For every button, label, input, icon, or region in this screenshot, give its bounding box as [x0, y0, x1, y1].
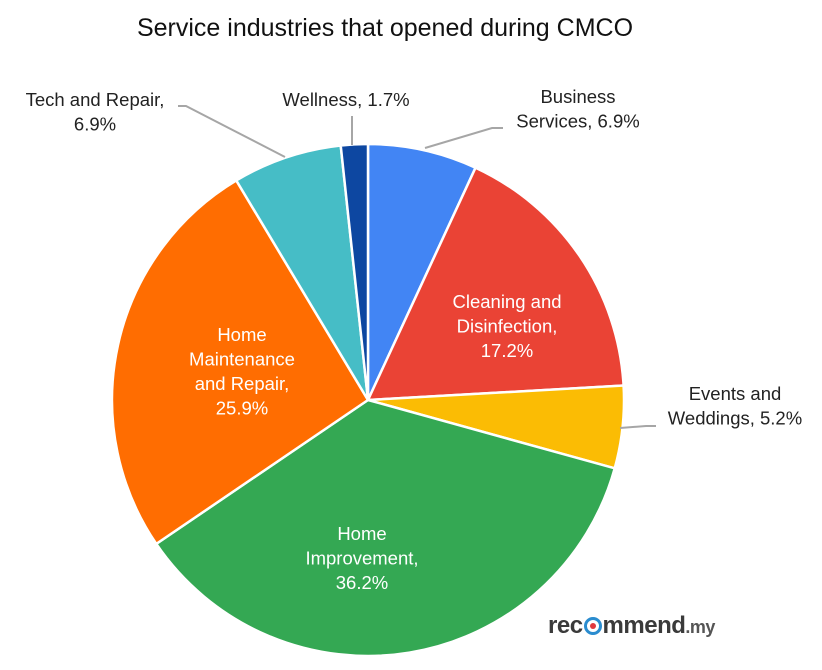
slice-label-line: Events and [689, 383, 782, 404]
logo-pin-icon [583, 617, 602, 635]
leader-line-events-and-weddings [619, 425, 656, 429]
chart-title: Service industries that opened during CM… [136, 14, 634, 42]
slice-label-line: 17.2% [481, 340, 533, 361]
slice-label-line: and Repair, [195, 373, 290, 394]
slice-label-line: Wellness, 1.7% [282, 89, 409, 110]
slice-label-line: 36.2% [336, 572, 388, 593]
slice-label-business-services: Business Services, 6.9% [516, 86, 639, 132]
slice-label-events-and-weddings: Events and Weddings, 5.2% [668, 383, 802, 429]
slice-label-line: Tech and Repair, [26, 89, 165, 110]
logo-text-rest: mmend [602, 612, 686, 639]
slice-label-line: Improvement, [305, 548, 418, 569]
logo-suffix: .my [685, 617, 715, 637]
pie-slice-home-maintenance-and-repair [110, 178, 370, 546]
pie-slice-cleaning-and-disinfection [365, 166, 625, 402]
slice-label-home-improvement: Home Improvement, 36.2% [305, 523, 418, 593]
slice-label-wellness: Wellness, 1.7% [282, 89, 409, 110]
leader-line-tech-and-repair [178, 105, 286, 158]
slice-label-line: 6.9% [74, 114, 116, 135]
pie-slice-home-improvement [154, 398, 617, 658]
slice-label-line: Disinfection, [457, 316, 558, 337]
slice-label-cleaning-and-disinfection: Cleaning and Disinfection, 17.2% [452, 291, 561, 361]
slice-label-line: Business [540, 86, 615, 107]
slice-label-line: Services, 6.9% [516, 111, 639, 132]
pie-slice-wellness [339, 142, 370, 401]
slice-label-line: Maintenance [189, 349, 295, 370]
slice-label-line: Weddings, 5.2% [668, 408, 802, 429]
slice-label-tech-and-repair: Tech and Repair, 6.9% [26, 89, 165, 135]
slice-label-line: Home [217, 324, 266, 345]
slice-label-line: Home [337, 523, 386, 544]
recommend-logo: rec mmend.my [548, 612, 715, 640]
slice-label-line: Cleaning and [452, 291, 561, 312]
pie-slice-business-services [366, 142, 478, 401]
pie-slice-tech-and-repair [234, 144, 370, 401]
slice-label-line: 25.9% [216, 398, 268, 419]
logo-text-start: rec [548, 612, 583, 639]
leader-line-business-services [424, 127, 503, 149]
slice-label-home-maintenance-and-repair: Home Maintenance and Repair, 25.9% [189, 324, 295, 419]
